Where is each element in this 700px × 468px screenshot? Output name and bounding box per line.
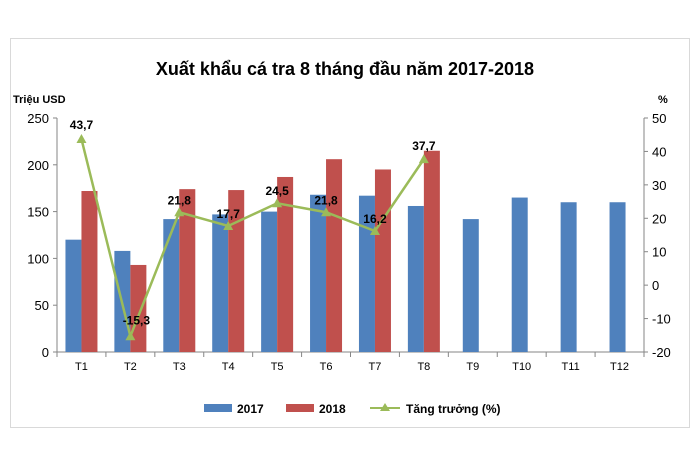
legend: 2017 2018 Tăng trưởng (%) — [204, 402, 501, 416]
bar-2018 — [277, 176, 294, 352]
y2-tick-label: 10 — [652, 245, 666, 260]
growth-data-label: -15,3 — [123, 313, 151, 327]
y-tick-label: 250 — [27, 111, 49, 126]
x-axis-ticks: T1 T2 T3 T4 T5 T6 T7 T8 T9 T10 T11 T12 — [75, 361, 629, 373]
bar-2018 — [374, 169, 391, 352]
y-tick-label: 100 — [27, 251, 49, 266]
x-tick-label: T1 — [75, 361, 88, 373]
triangle-marker-icon — [174, 207, 185, 217]
bar-2018 — [130, 264, 147, 352]
x-tick-label: T8 — [417, 361, 430, 373]
growth-data-label: 21,8 — [314, 193, 338, 207]
bar-2018 — [326, 159, 343, 352]
triangle-marker-icon — [76, 134, 87, 144]
legend-swatch-2018 — [286, 404, 314, 412]
y-tick-label: 200 — [27, 158, 49, 173]
y-axis-label: Triệu USD — [13, 94, 66, 106]
y2-tick-label: 20 — [652, 211, 666, 226]
x-tick-label: T2 — [124, 361, 137, 373]
growth-line: 43,7 -15,3 21,8 17,7 24,5 21,8 16,2 37,7 — [70, 118, 436, 341]
growth-data-label: 43,7 — [70, 118, 94, 132]
growth-data-label: 16,2 — [363, 212, 387, 226]
bar-2017 — [407, 205, 424, 352]
legend-label-growth: Tăng trưởng (%) — [406, 402, 501, 416]
triangle-marker-icon — [369, 225, 380, 235]
bar-2018 — [179, 189, 196, 352]
axes: 0 50 100 150 200 250 -20 -10 0 10 20 30 40 50 — [27, 111, 671, 360]
triangle-marker-icon — [125, 331, 136, 341]
bar-2017 — [609, 202, 626, 352]
x-tick-label: T6 — [320, 361, 333, 373]
x-tick-label: T9 — [466, 361, 479, 373]
y2-tick-label: -20 — [652, 345, 671, 360]
bar-2018 — [423, 150, 440, 352]
y-tick-label: 50 — [35, 298, 49, 313]
triangle-marker-icon — [380, 403, 390, 411]
bar-2018 — [228, 190, 245, 352]
growth-data-label: 21,8 — [168, 193, 192, 207]
chart-frame — [10, 38, 690, 428]
bar-2017 — [511, 197, 528, 352]
y2-tick-label: 0 — [652, 278, 659, 293]
bar-2017 — [212, 214, 229, 352]
growth-data-label: 37,7 — [412, 139, 436, 153]
bar-2017 — [65, 239, 82, 352]
x-tick-label: T4 — [222, 361, 235, 373]
x-tick-label: T5 — [271, 361, 284, 373]
x-tick-label: T11 — [562, 361, 580, 373]
y2-tick-label: 50 — [652, 111, 666, 126]
y2-axis-label: % — [658, 94, 668, 106]
legend-label-2017: 2017 — [237, 402, 264, 416]
x-tick-label: T10 — [512, 361, 531, 373]
y2-tick-label: -10 — [652, 312, 671, 327]
x-tick-label: T7 — [369, 361, 382, 373]
y-tick-label: 150 — [27, 205, 49, 220]
bar-2017 — [560, 202, 577, 352]
x-tick-label: T12 — [610, 361, 629, 373]
x-tick-label: T3 — [173, 361, 186, 373]
bar-2017 — [462, 219, 479, 352]
triangle-marker-icon — [272, 198, 283, 208]
triangle-marker-icon — [321, 207, 332, 217]
triangle-marker-icon — [418, 154, 429, 164]
growth-data-label: 24,5 — [265, 184, 289, 198]
growth-data-label: 17,7 — [217, 207, 241, 221]
y2-tick-label: 30 — [652, 178, 666, 193]
triangle-marker-icon — [223, 220, 234, 230]
legend-label-2018: 2018 — [319, 402, 346, 416]
bar-2017 — [261, 211, 278, 352]
chart-title: Xuất khẩu cá tra 8 tháng đầu năm 2017-20… — [156, 59, 534, 79]
legend-swatch-2017 — [204, 404, 232, 412]
bar-2018 — [81, 191, 98, 352]
bars — [65, 150, 626, 352]
bar-2017 — [310, 194, 327, 352]
y-tick-label: 0 — [42, 345, 49, 360]
y2-tick-label: 40 — [652, 144, 666, 159]
bar-2017 — [163, 219, 180, 352]
